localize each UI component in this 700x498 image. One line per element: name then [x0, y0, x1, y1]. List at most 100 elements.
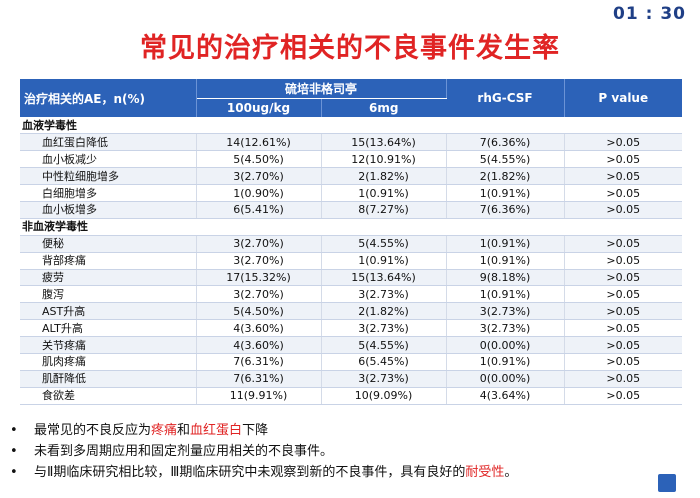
- table-row: 血红蛋白降低 14(12.61%) 15(13.64%) 7(6.36%) >0.05: [20, 133, 683, 152]
- value-cell: 10(9.09%): [321, 387, 447, 405]
- value-cell: 7(6.36%): [446, 133, 565, 152]
- value-cell: >0.05: [564, 319, 683, 338]
- value-cell: >0.05: [564, 252, 683, 270]
- value-cell: 3(2.73%): [446, 302, 565, 321]
- ae-name-cell: 腹泻: [20, 285, 197, 304]
- value-cell: 1(0.91%): [446, 252, 565, 270]
- value-cell: 7(6.31%): [196, 370, 322, 388]
- table-body: 血液学毒性 血红蛋白降低 14(12.61%) 15(13.64%) 7(6.36%) >…: [20, 117, 683, 405]
- value-cell: 2(1.82%): [446, 167, 565, 186]
- value-cell: 6(5.41%): [196, 201, 322, 219]
- note-text: 未看到多周期应用和固定剂量应用相关的不良事件。: [34, 444, 334, 459]
- bullet-icon: •: [10, 465, 18, 480]
- table-row: 血小板增多 6(5.41%) 8(7.27%) 7(6.36%) >0.05: [20, 201, 683, 219]
- value-cell: 1(0.91%): [446, 184, 565, 202]
- value-cell: 1(0.90%): [196, 184, 322, 202]
- note-highlight: 血红蛋白: [190, 423, 243, 438]
- header-p-value: P value: [564, 79, 683, 117]
- ae-name-cell: 血小板减少: [20, 150, 197, 169]
- value-cell: 1(0.91%): [446, 353, 565, 371]
- table-row: 肌酐降低 7(6.31%) 3(2.73%) 0(0.00%) >0.05: [20, 370, 683, 388]
- value-cell: 15(13.64%): [321, 269, 447, 287]
- note-item: • 与Ⅱ期临床研究相比较，Ⅲ期临床研究中未观察到新的不良事件，具有良好的耐受性。: [8, 462, 668, 483]
- value-cell: 7(6.36%): [446, 201, 565, 219]
- header-dose-6mg: 6mg: [321, 98, 447, 117]
- table-row: 食欲差 11(9.91%) 10(9.09%) 4(3.64%) >0.05: [20, 387, 683, 405]
- value-cell: 0(0.00%): [446, 336, 565, 354]
- value-cell: >0.05: [564, 353, 683, 371]
- value-cell: >0.05: [564, 167, 683, 186]
- table-row: 肌肉疼痛 7(6.31%) 6(5.45%) 1(0.91%) >0.05: [20, 353, 683, 371]
- adverse-events-table: 治疗相关的AE，n(%) 硫培非格司亭 rhG-CSF P value 100u…: [20, 79, 683, 405]
- note-text: 最常见的不良反应为: [34, 423, 152, 438]
- ae-name-cell: 便秘: [20, 235, 197, 253]
- note-text: 下降: [242, 423, 269, 438]
- notes-list: • 最常见的不良反应为疼痛和血红蛋白下降 • 未看到多周期应用和固定剂量应用相关…: [8, 420, 668, 483]
- table-row: ALT升高 4(3.60%) 3(2.73%) 3(2.73%) >0.05: [20, 319, 683, 338]
- value-cell: 8(7.27%): [321, 201, 447, 219]
- table-row: 血小板减少 5(4.50%) 12(10.91%) 5(4.55%) >0.05: [20, 150, 683, 169]
- section-row: 血液学毒性: [20, 117, 683, 135]
- table-header: 治疗相关的AE，n(%) 硫培非格司亭 rhG-CSF P value 100u…: [20, 79, 683, 117]
- value-cell: 12(10.91%): [321, 150, 447, 169]
- value-cell: 5(4.55%): [321, 235, 447, 253]
- value-cell: 2(1.82%): [321, 167, 447, 186]
- value-cell: 4(3.60%): [196, 319, 322, 338]
- ae-name-cell: 背部疼痛: [20, 252, 197, 270]
- header-rhg-csf: rhG-CSF: [446, 79, 565, 117]
- value-cell: 11(9.91%): [196, 387, 322, 405]
- section-row: 非血液学毒性: [20, 218, 683, 236]
- countdown-timer: 01 : 30: [613, 4, 686, 24]
- ae-name-cell: AST升高: [20, 302, 197, 321]
- value-cell: >0.05: [564, 370, 683, 388]
- table-row: 腹泻 3(2.70%) 3(2.73%) 1(0.91%) >0.05: [20, 285, 683, 304]
- ae-name-cell: 中性粒细胞增多: [20, 167, 197, 186]
- ae-name-cell: 白细胞增多: [20, 184, 197, 202]
- table-row: 关节疼痛 4(3.60%) 5(4.55%) 0(0.00%) >0.05: [20, 336, 683, 354]
- value-cell: >0.05: [564, 302, 683, 321]
- value-cell: 7(6.31%): [196, 353, 322, 371]
- note-item: • 未看到多周期应用和固定剂量应用相关的不良事件。: [8, 441, 668, 462]
- value-cell: >0.05: [564, 184, 683, 202]
- value-cell: 3(2.70%): [196, 252, 322, 270]
- table-row: 便秘 3(2.70%) 5(4.55%) 1(0.91%) >0.05: [20, 235, 683, 253]
- ae-name-cell: ALT升高: [20, 319, 197, 338]
- value-cell: 3(2.70%): [196, 235, 322, 253]
- ae-name-cell: 血小板增多: [20, 201, 197, 219]
- ae-name-cell: 肌酐降低: [20, 370, 197, 388]
- table-row: 中性粒细胞增多 3(2.70%) 2(1.82%) 2(1.82%) >0.05: [20, 167, 683, 186]
- value-cell: >0.05: [564, 269, 683, 287]
- ae-name-cell: 疲劳: [20, 269, 197, 287]
- note-text: 和: [177, 423, 191, 438]
- value-cell: 3(2.73%): [321, 285, 447, 304]
- value-cell: 1(0.91%): [446, 235, 565, 253]
- value-cell: 1(0.91%): [321, 252, 447, 270]
- value-cell: 3(2.70%): [196, 167, 322, 186]
- value-cell: 4(3.60%): [196, 336, 322, 354]
- value-cell: 3(2.73%): [446, 319, 565, 338]
- value-cell: 2(1.82%): [321, 302, 447, 321]
- value-cell: 3(2.73%): [321, 319, 447, 338]
- value-cell: 5(4.55%): [446, 150, 565, 169]
- note-text: 。: [504, 465, 518, 480]
- brand-logo: [658, 474, 676, 492]
- value-cell: >0.05: [564, 387, 683, 405]
- table-row: 背部疼痛 3(2.70%) 1(0.91%) 1(0.91%) >0.05: [20, 252, 683, 270]
- slide-title: 常见的治疗相关的不良事件发生率: [140, 33, 560, 64]
- table-row: 疲劳 17(15.32%) 15(13.64%) 9(8.18%) >0.05: [20, 269, 683, 287]
- value-cell: >0.05: [564, 133, 683, 152]
- table-row: AST升高 5(4.50%) 2(1.82%) 3(2.73%) >0.05: [20, 302, 683, 321]
- value-cell: 1(0.91%): [321, 184, 447, 202]
- bullet-icon: •: [10, 423, 18, 438]
- value-cell: >0.05: [564, 201, 683, 219]
- value-cell: 3(2.73%): [321, 370, 447, 388]
- value-cell: 6(5.45%): [321, 353, 447, 371]
- bullet-icon: •: [10, 444, 18, 459]
- value-cell: >0.05: [564, 235, 683, 253]
- value-cell: 15(13.64%): [321, 133, 447, 152]
- value-cell: >0.05: [564, 336, 683, 354]
- note-highlight: 耐受性: [465, 465, 505, 480]
- value-cell: 0(0.00%): [446, 370, 565, 388]
- ae-name-cell: 关节疼痛: [20, 336, 197, 354]
- value-cell: 1(0.91%): [446, 285, 565, 304]
